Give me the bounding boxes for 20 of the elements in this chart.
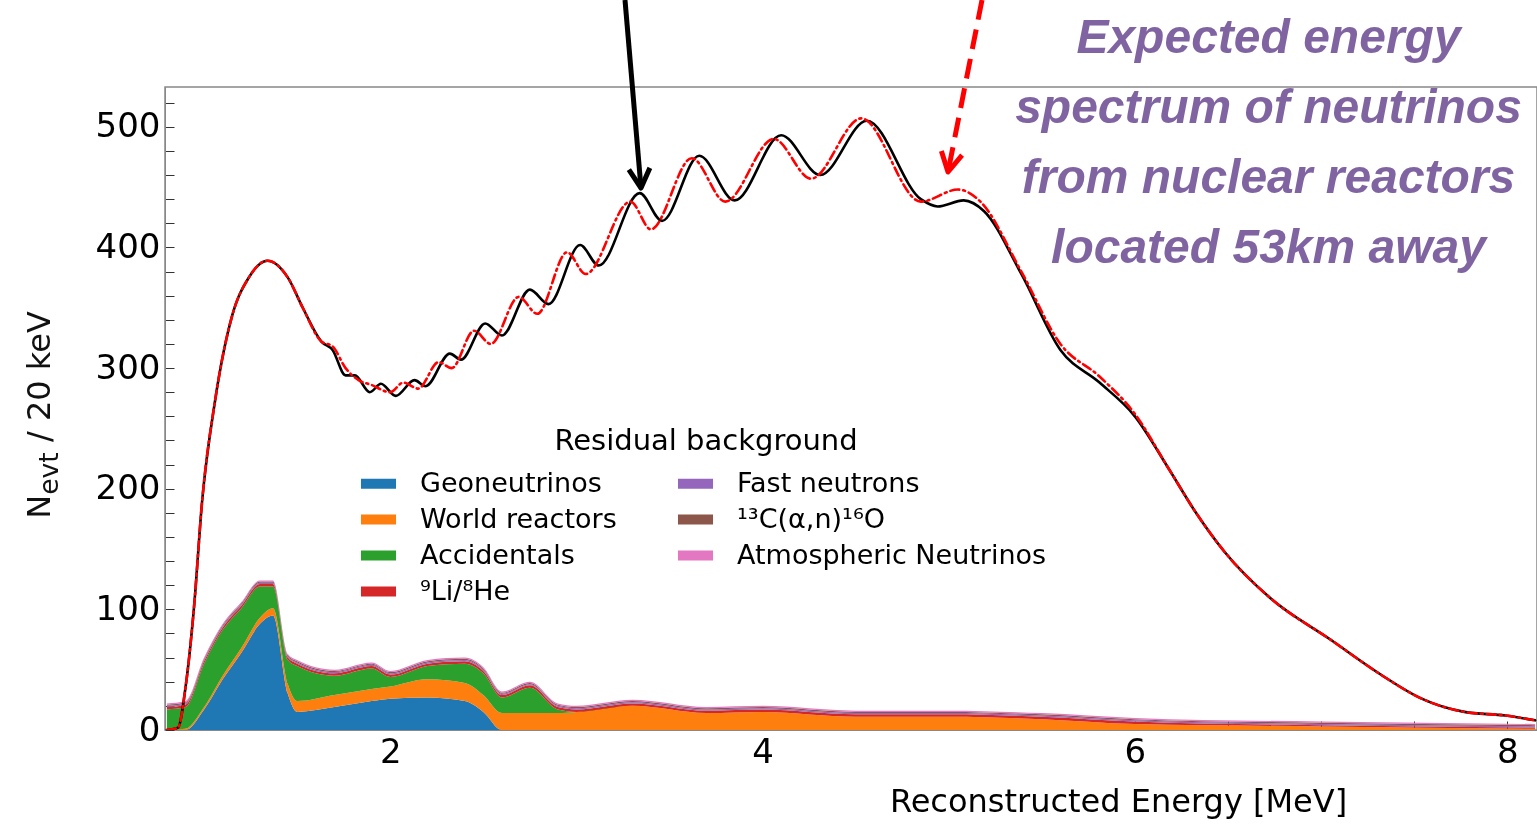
- y-tick-label: 300: [95, 346, 161, 387]
- legend-label: Fast neutrons: [737, 466, 920, 498]
- y-tick-label: 0: [138, 708, 161, 749]
- y-tick-label: 200: [95, 467, 161, 508]
- legend-label: ¹³C(α,n)¹⁶O: [737, 502, 885, 534]
- legend-label: ⁹Li/⁸He: [420, 574, 511, 606]
- legend-label: Geoneutrinos: [420, 466, 602, 498]
- x-axis-title: Reconstructed Energy [MeV]: [889, 781, 1348, 820]
- y-tick-label: 100: [95, 587, 161, 628]
- legend-label: Atmospheric Neutrinos: [737, 538, 1047, 570]
- legend-title: Residual background: [554, 423, 858, 457]
- legend-label: Accidentals: [420, 538, 575, 570]
- x-tick-label: 8: [1496, 730, 1519, 771]
- y-tick-label: 500: [95, 105, 161, 146]
- annotation: Expected energy spectrum of neutrinos from nuclear reactors located 53km away: [1014, 9, 1523, 275]
- x-tick-label: 4: [752, 730, 774, 771]
- y-tick-label: 400: [95, 225, 161, 266]
- x-tick-label: 6: [1124, 730, 1147, 771]
- x-tick-label: 2: [379, 730, 402, 771]
- legend-label: World reactors: [420, 502, 617, 534]
